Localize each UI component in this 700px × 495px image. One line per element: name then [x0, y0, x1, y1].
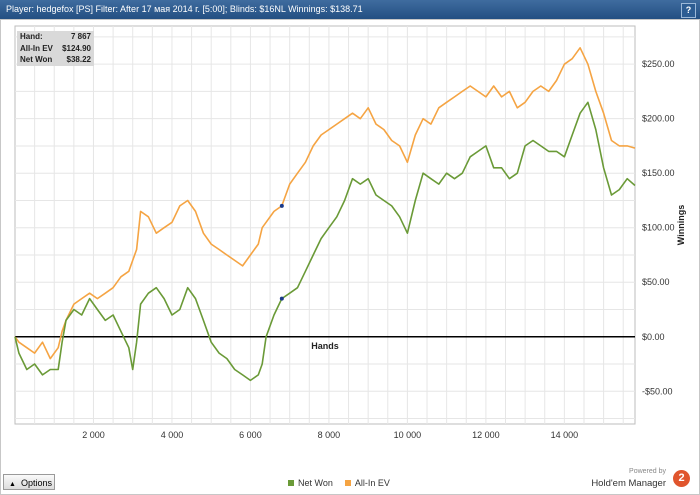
stat-label: Hand:: [20, 32, 43, 41]
hm2-logo-icon: 2: [673, 470, 690, 487]
stat-row-allin-ev: All-In EV $124.90: [17, 43, 94, 55]
y-tick-label: $0.00: [642, 332, 665, 342]
stat-value: $38.22: [66, 55, 91, 64]
legend-label: All-In EV: [354, 478, 390, 488]
options-button[interactable]: ▲ Options: [3, 474, 55, 490]
caret-up-icon: ▲: [9, 481, 16, 488]
x-tick-label: 4 000: [161, 430, 184, 440]
series-line-all-in-ev: [14, 46, 636, 360]
bottom-bar: ▲ Options Net Won All-In EV Powered by Ho…: [0, 468, 700, 495]
window-titlebar: Player: hedgefox [PS] Filter: After 17 м…: [0, 0, 700, 19]
series-line-net-won: [14, 101, 636, 382]
x-tick-label: 14 000: [551, 430, 579, 440]
help-button[interactable]: ?: [681, 3, 696, 18]
y-tick-label: $150.00: [642, 168, 675, 178]
x-tick-label: 6 000: [239, 430, 262, 440]
legend-swatch: [344, 480, 351, 486]
options-label: Options: [20, 478, 52, 488]
y-tick-label: -$50.00: [642, 386, 673, 396]
hand-marker: [279, 296, 284, 301]
winnings-chart: 2 000 4 000 6 000 8 000 10 000 12 000 14 000 $2…: [14, 25, 686, 440]
hand-marker: [279, 203, 284, 208]
legend-item-all-in-ev[interactable]: All-In EV: [344, 478, 390, 488]
stat-label: All-In EV: [20, 43, 53, 53]
stat-row-net-won: Net Won $38.22: [17, 54, 94, 66]
y-tick-label: $100.00: [642, 223, 675, 233]
y-tick-label: $200.00: [642, 114, 675, 124]
chart-legend: Net Won All-In EV: [288, 478, 390, 488]
x-tick-label: 2 000: [82, 430, 105, 440]
powered-by-brand: Powered by Hold'em Manager 2: [582, 468, 692, 492]
stat-row-hands: Hand: 7 867: [17, 31, 94, 43]
stat-label: Net Won: [20, 55, 53, 64]
powered-by-text: Powered by: [629, 468, 666, 475]
y-tick-label: $250.00: [642, 59, 675, 69]
x-axis-title: Hands: [311, 341, 339, 351]
x-tick-label: 8 000: [318, 430, 341, 440]
report-header-title: Player: hedgefox [PS] Filter: After 17 м…: [6, 4, 363, 14]
x-tick-label: 12 000: [472, 430, 500, 440]
legend-label: Net Won: [298, 478, 333, 488]
brand-name: Hold'em Manager: [591, 478, 666, 489]
legend-swatch: [288, 480, 294, 486]
stats-box: Hand: 7 867 All-In EV $124.90 Net Won $3…: [17, 31, 94, 66]
legend-item-net-won[interactable]: Net Won: [288, 478, 333, 488]
y-tick-label: $50.00: [642, 277, 670, 287]
y-axis-title: Winnings: [676, 205, 686, 245]
stat-value: 7 867: [70, 32, 91, 41]
x-tick-label: 10 000: [394, 430, 422, 440]
stat-value: $124.90: [62, 43, 91, 53]
